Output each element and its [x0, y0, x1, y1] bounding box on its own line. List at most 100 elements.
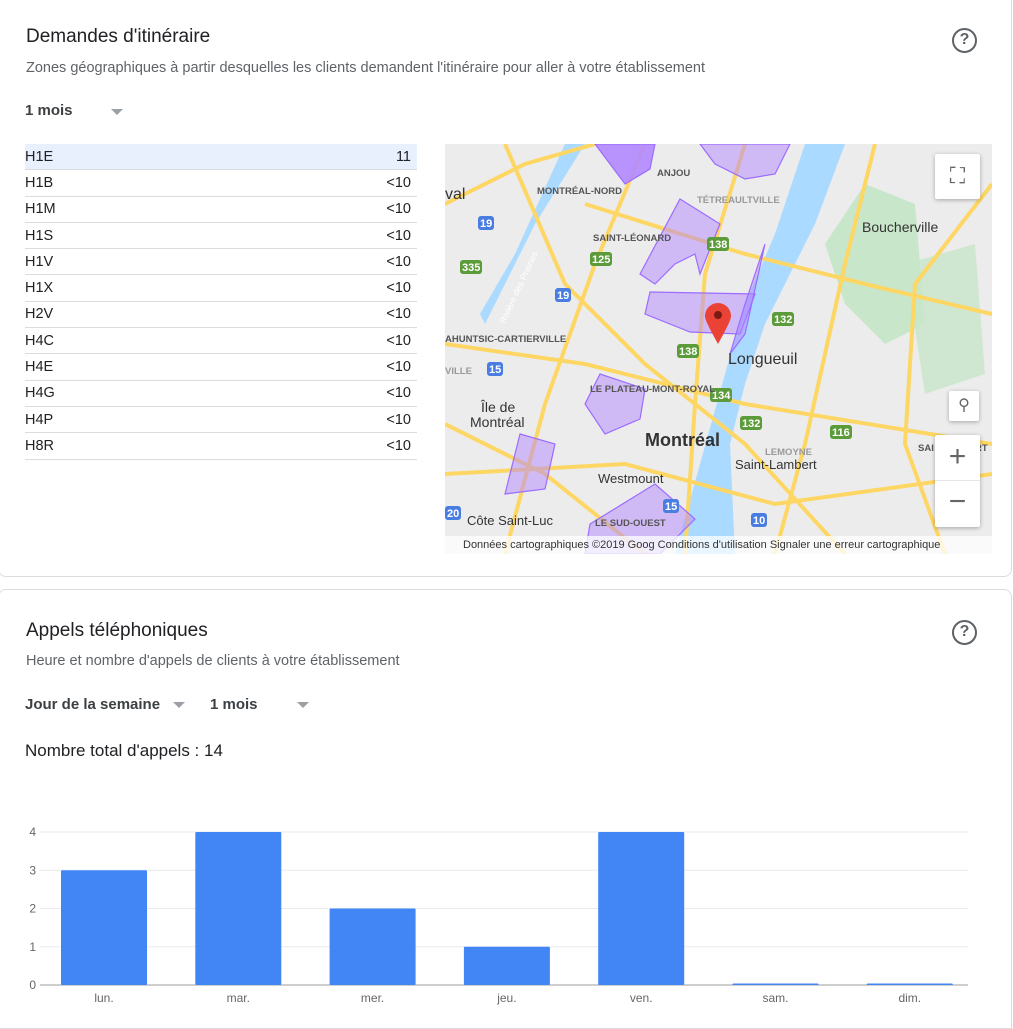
calls-subtitle: Heure et nombre d'appels de clients à vo…	[26, 653, 400, 669]
svg-text:138: 138	[709, 239, 727, 251]
svg-text:19: 19	[557, 290, 569, 302]
x-tick-label: lun.	[94, 991, 113, 1005]
svg-text:125: 125	[592, 254, 610, 266]
request-count: <10	[386, 385, 411, 402]
svg-text:TÉTREAULTVILLE: TÉTREAULTVILLE	[697, 195, 780, 206]
svg-text:335: 335	[462, 262, 480, 274]
map-canvas[interactable]: 19 335 125 19 138 138 132 15 134 132 116…	[445, 144, 992, 554]
x-tick-label: jeu.	[496, 991, 516, 1005]
table-row[interactable]: H1X <10	[25, 275, 417, 302]
svg-text:116: 116	[832, 427, 850, 439]
zone-code: H1V	[25, 253, 54, 270]
x-tick-label: dim.	[898, 991, 921, 1005]
svg-text:15: 15	[489, 364, 501, 376]
river	[675, 144, 845, 554]
bar-ven[interactable]	[598, 832, 685, 985]
request-count: <10	[386, 280, 411, 297]
help-icon[interactable]: ?	[952, 28, 977, 53]
svg-text:132: 132	[774, 314, 792, 326]
park	[825, 184, 925, 344]
svg-text:Île de: Île de	[480, 399, 515, 415]
request-count: <10	[386, 253, 411, 270]
table-row[interactable]: H1B <10	[25, 170, 417, 197]
terms-link[interactable]: Conditions d'utilisation	[657, 539, 767, 551]
svg-text:SAI: SAI	[918, 443, 934, 454]
map-labels: ANJOU MONTRÉAL-NORD TÉTREAULTVILLE SAINT…	[445, 168, 988, 529]
svg-text:20: 20	[447, 508, 459, 520]
request-count: <10	[386, 332, 411, 349]
bar-dim[interactable]	[866, 983, 953, 986]
zoom-in-button[interactable]: +	[935, 435, 980, 481]
zone-code: H1X	[25, 280, 54, 297]
y-tick-label: 4	[29, 825, 36, 839]
map-city-labels: val Boucherville Longueuil Île de Montré…	[445, 186, 938, 528]
total-calls: Nombre total d'appels : 14	[25, 741, 223, 760]
svg-text:138: 138	[679, 346, 697, 358]
zone-code: H1S	[25, 227, 54, 244]
table-row[interactable]: H1E 11	[25, 144, 417, 171]
bar-lun[interactable]	[61, 870, 147, 985]
help-icon[interactable]: ?	[952, 620, 977, 645]
chevron-down-icon[interactable]	[111, 109, 123, 115]
request-count: <10	[386, 306, 411, 323]
fullscreen-icon[interactable]: ⛶	[935, 154, 980, 199]
bar-jeu[interactable]	[463, 946, 550, 985]
zone-code: H1M	[25, 201, 56, 218]
request-count: <10	[386, 359, 411, 376]
svg-text:VILLE: VILLE	[445, 366, 472, 377]
svg-text:LE PLATEAU-MONT-ROYAL: LE PLATEAU-MONT-ROYAL	[590, 384, 715, 395]
svg-text:AHUNTSIC-CARTIERVILLE: AHUNTSIC-CARTIERVILLE	[445, 334, 566, 345]
svg-text:ANJOU: ANJOU	[657, 168, 690, 179]
bar-mer[interactable]	[329, 908, 416, 986]
park	[905, 244, 985, 394]
report-error-link[interactable]: Signaler une erreur cartographique	[769, 539, 941, 551]
shields: 19 335 125 19 138 138 132 15 134 132 116…	[445, 216, 852, 527]
request-count: <10	[386, 437, 411, 454]
svg-text:Longueuil: Longueuil	[728, 351, 797, 368]
zone-code: H1E	[25, 148, 54, 165]
bar-sam[interactable]	[732, 983, 819, 986]
table-row[interactable]: H2V <10	[25, 302, 417, 329]
zone-code: H4P	[25, 411, 54, 428]
svg-text:132: 132	[742, 418, 760, 430]
table-row[interactable]: H1S <10	[25, 223, 417, 250]
zone-code: H4G	[25, 385, 55, 402]
street-view-pin-icon[interactable]: ⚲	[949, 391, 979, 421]
request-count: <10	[386, 174, 411, 191]
svg-text:Boucherville: Boucherville	[862, 219, 938, 235]
table-row[interactable]: H1M <10	[25, 197, 417, 223]
calls-title: Appels téléphoniques	[26, 620, 208, 641]
bar-mar[interactable]	[195, 832, 282, 985]
table-row[interactable]: H1V <10	[25, 249, 417, 276]
table-row[interactable]: H4P <10	[25, 407, 417, 434]
calls-period-dropdown[interactable]: 1 mois	[210, 696, 258, 713]
y-tick-label: 2	[29, 902, 36, 916]
svg-text:LEMOYNE: LEMOYNE	[765, 447, 812, 458]
zones-table: H1E 11 H1B <10 H1M <10 H1S <10 H1V <10 H1X <10 H2V <1…	[25, 144, 417, 460]
request-count: <10	[386, 201, 411, 218]
svg-text:Côte Saint-Luc: Côte Saint-Luc	[467, 513, 553, 528]
y-tick-label: 1	[29, 940, 36, 954]
zoom-out-button[interactable]: −	[948, 485, 967, 518]
svg-text:10: 10	[753, 515, 765, 527]
x-tick-label: mar.	[227, 991, 250, 1005]
svg-text:RT: RT	[975, 443, 988, 454]
svg-text:Westmount: Westmount	[598, 471, 664, 486]
table-row[interactable]: H4E <10	[25, 354, 417, 381]
svg-text:val: val	[445, 186, 465, 203]
chevron-down-icon[interactable]	[173, 702, 185, 708]
table-row[interactable]: H8R <10	[25, 433, 417, 460]
directions-title: Demandes d'itinéraire	[26, 26, 211, 47]
chevron-down-icon[interactable]	[297, 702, 309, 708]
table-row[interactable]: H4G <10	[25, 381, 417, 407]
location-pin-icon[interactable]	[705, 303, 731, 344]
svg-text:134: 134	[712, 390, 731, 402]
grouping-dropdown[interactable]: Jour de la semaine	[25, 696, 161, 713]
x-tick-label: ven.	[630, 991, 653, 1005]
map[interactable]: 19 335 125 19 138 138 132 15 134 132 116…	[445, 144, 992, 554]
x-tick-label: sam.	[762, 991, 788, 1005]
table-row[interactable]: H4C <10	[25, 328, 417, 355]
zone-code: H1B	[25, 174, 54, 191]
period-dropdown[interactable]: 1 mois	[25, 102, 73, 119]
calls-bar-chart: 0 1 2 3 4 lun. mar. mer. jeu. ven. sam. dim.	[29, 825, 968, 1005]
